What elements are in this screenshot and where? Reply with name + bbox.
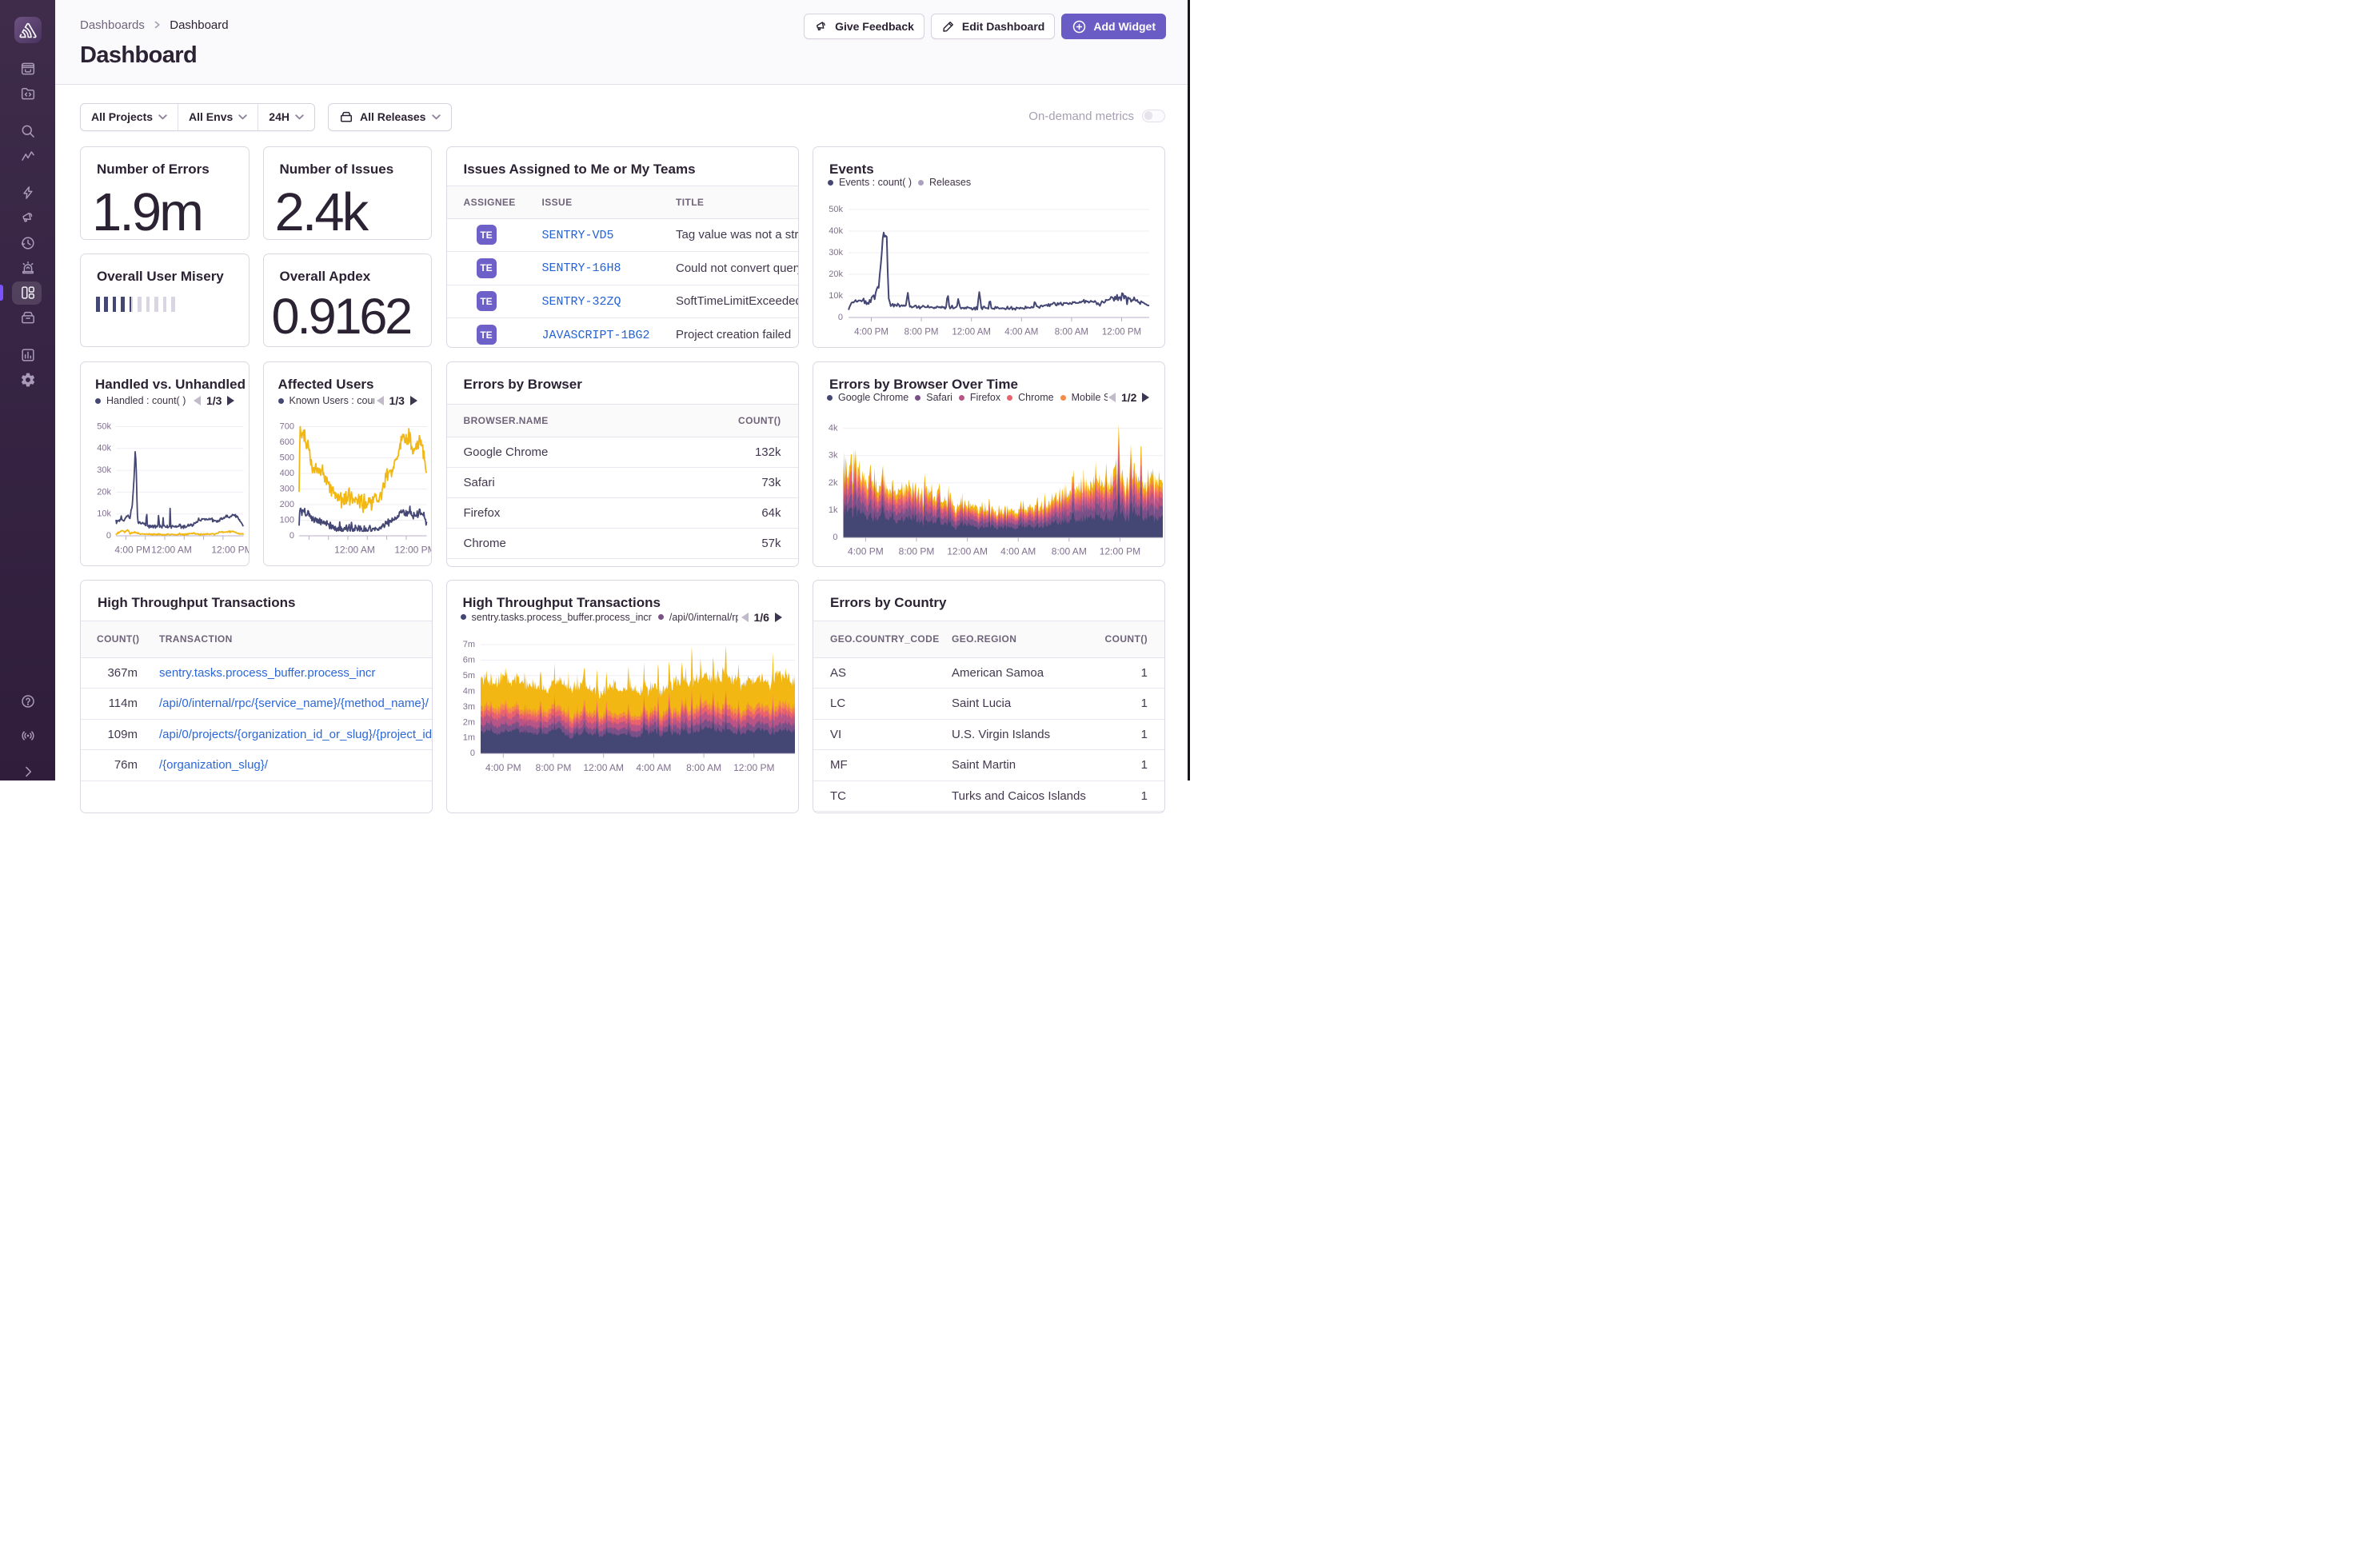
svg-text:4:00 AM: 4:00 AM [1000, 546, 1036, 557]
svg-text:12:00 AM: 12:00 AM [952, 328, 991, 337]
svg-text:1k: 1k [829, 505, 838, 515]
svg-text:50k: 50k [97, 421, 111, 431]
svg-text:0: 0 [469, 749, 474, 758]
svg-text:12:00 PM: 12:00 PM [394, 545, 432, 556]
svg-text:12:00 PM: 12:00 PM [1102, 328, 1141, 337]
svg-text:40k: 40k [829, 226, 843, 236]
svg-text:4:00 PM: 4:00 PM [114, 545, 150, 556]
svg-text:4:00 AM: 4:00 AM [1004, 328, 1038, 337]
svg-text:400: 400 [279, 469, 294, 478]
svg-text:8:00 AM: 8:00 AM [686, 761, 721, 773]
svg-text:4:00 PM: 4:00 PM [485, 761, 521, 773]
svg-text:8:00 PM: 8:00 PM [899, 546, 935, 557]
svg-text:4:00 AM: 4:00 AM [636, 761, 671, 773]
svg-text:12:00 AM: 12:00 AM [334, 545, 375, 556]
svg-text:30k: 30k [97, 465, 111, 475]
svg-text:20k: 20k [97, 487, 111, 497]
svg-text:12:00 AM: 12:00 AM [151, 545, 192, 556]
svg-text:0: 0 [838, 313, 843, 322]
svg-text:40k: 40k [97, 444, 111, 453]
svg-text:300: 300 [279, 484, 294, 493]
svg-text:4:00 PM: 4:00 PM [854, 328, 889, 337]
svg-text:4k: 4k [829, 424, 838, 433]
svg-text:0: 0 [106, 531, 111, 541]
svg-text:5m: 5m [462, 670, 474, 680]
svg-text:4m: 4m [462, 686, 474, 696]
svg-text:10k: 10k [829, 291, 843, 301]
svg-text:1m: 1m [462, 733, 474, 742]
svg-text:700: 700 [279, 421, 294, 431]
svg-text:0: 0 [833, 533, 837, 542]
svg-text:3k: 3k [829, 451, 838, 461]
svg-text:12:00 PM: 12:00 PM [211, 545, 249, 556]
svg-text:12:00 PM: 12:00 PM [1100, 546, 1140, 557]
svg-text:600: 600 [279, 437, 294, 447]
svg-text:50k: 50k [829, 205, 843, 214]
svg-text:8:00 PM: 8:00 PM [535, 761, 571, 773]
svg-text:3m: 3m [462, 701, 474, 711]
svg-text:8:00 PM: 8:00 PM [904, 328, 939, 337]
svg-text:12:00 AM: 12:00 AM [583, 761, 624, 773]
svg-text:8:00 AM: 8:00 AM [1055, 328, 1088, 337]
svg-text:12:00 AM: 12:00 AM [947, 546, 988, 557]
svg-text:2m: 2m [462, 717, 474, 727]
svg-text:100: 100 [279, 515, 294, 525]
svg-text:0: 0 [289, 531, 294, 541]
svg-text:4:00 PM: 4:00 PM [848, 546, 884, 557]
svg-text:2k: 2k [829, 478, 838, 488]
svg-text:10k: 10k [97, 509, 111, 519]
svg-text:500: 500 [279, 453, 294, 462]
svg-text:20k: 20k [829, 269, 843, 279]
svg-text:6m: 6m [462, 655, 474, 665]
svg-text:7m: 7m [462, 639, 474, 649]
svg-text:30k: 30k [829, 248, 843, 258]
svg-text:12:00 PM: 12:00 PM [733, 761, 774, 773]
svg-text:200: 200 [279, 500, 294, 509]
svg-text:8:00 AM: 8:00 AM [1052, 546, 1087, 557]
